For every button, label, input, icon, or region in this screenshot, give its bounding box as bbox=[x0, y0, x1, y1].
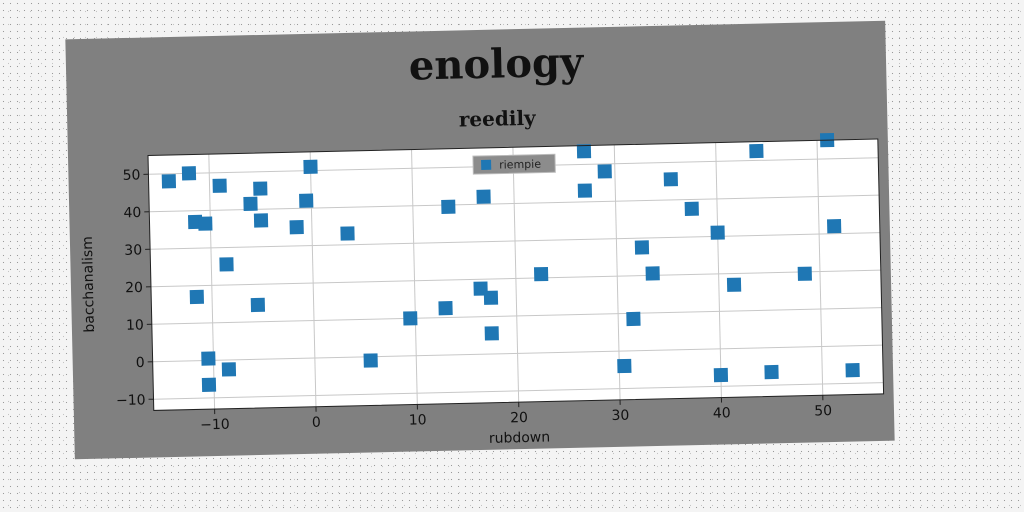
data-point bbox=[202, 378, 216, 392]
data-point bbox=[664, 172, 678, 186]
data-point bbox=[626, 312, 640, 326]
data-point bbox=[290, 220, 304, 234]
data-point bbox=[438, 301, 452, 315]
legend-label: riempie bbox=[499, 158, 541, 172]
chart-figure: enology reedily −10 0 10 20 30 40 50 −10 0 10 20 30… bbox=[65, 21, 894, 459]
data-point bbox=[198, 216, 212, 230]
data-point bbox=[646, 266, 660, 280]
data-point bbox=[749, 144, 763, 158]
data-point bbox=[254, 213, 268, 227]
data-point bbox=[190, 290, 204, 304]
y-tick-label: 10 bbox=[126, 317, 144, 333]
data-point bbox=[476, 190, 490, 204]
data-point bbox=[201, 351, 215, 365]
data-point bbox=[798, 267, 812, 281]
data-point bbox=[182, 166, 196, 180]
data-point bbox=[364, 353, 378, 367]
data-point bbox=[340, 226, 354, 240]
y-tick-label: 50 bbox=[122, 167, 140, 183]
data-point bbox=[635, 240, 649, 254]
data-point bbox=[299, 194, 313, 208]
data-point bbox=[685, 202, 699, 216]
x-tick-label: 30 bbox=[611, 408, 629, 424]
data-point bbox=[253, 181, 267, 195]
y-tick-label: −10 bbox=[116, 392, 146, 409]
y-tick-label: 0 bbox=[136, 355, 145, 371]
chart-suptitle: enology bbox=[408, 39, 585, 90]
data-point bbox=[219, 257, 233, 271]
data-point bbox=[827, 219, 841, 233]
data-point bbox=[485, 326, 499, 340]
x-tick-label: −10 bbox=[200, 417, 230, 434]
x-axis-label: rubdown bbox=[489, 429, 551, 446]
data-point bbox=[303, 160, 317, 174]
data-point bbox=[577, 144, 591, 158]
data-point bbox=[727, 278, 741, 292]
y-tick-label: 40 bbox=[123, 205, 141, 221]
data-point bbox=[243, 197, 257, 211]
data-point bbox=[617, 359, 631, 373]
y-axis-label: bacchanalism bbox=[80, 236, 98, 333]
data-point bbox=[403, 311, 417, 325]
data-point bbox=[162, 174, 176, 188]
x-tick-label: 10 bbox=[409, 412, 427, 428]
legend-marker bbox=[481, 160, 491, 170]
x-tick-label: 0 bbox=[312, 415, 321, 431]
data-point bbox=[441, 200, 455, 214]
data-point bbox=[484, 291, 498, 305]
x-tick-label: 40 bbox=[713, 405, 731, 421]
x-tick-label: 20 bbox=[510, 410, 528, 426]
y-tick-label: 30 bbox=[124, 242, 142, 258]
data-point bbox=[714, 368, 728, 382]
data-point bbox=[222, 362, 236, 376]
x-tick-label: 50 bbox=[814, 403, 832, 419]
data-point bbox=[578, 183, 592, 197]
chart-title: reedily bbox=[459, 106, 538, 132]
data-point bbox=[213, 179, 227, 193]
scatter-chart: enology reedily −10 0 10 20 30 40 50 −10 0 10 20 30… bbox=[65, 21, 894, 459]
data-point bbox=[251, 298, 265, 312]
y-tick-label: 20 bbox=[125, 280, 143, 296]
data-point bbox=[598, 164, 612, 178]
data-point bbox=[711, 225, 725, 239]
data-point bbox=[534, 267, 548, 281]
legend: riempie bbox=[473, 154, 555, 174]
data-point bbox=[845, 363, 859, 377]
data-point bbox=[764, 365, 778, 379]
